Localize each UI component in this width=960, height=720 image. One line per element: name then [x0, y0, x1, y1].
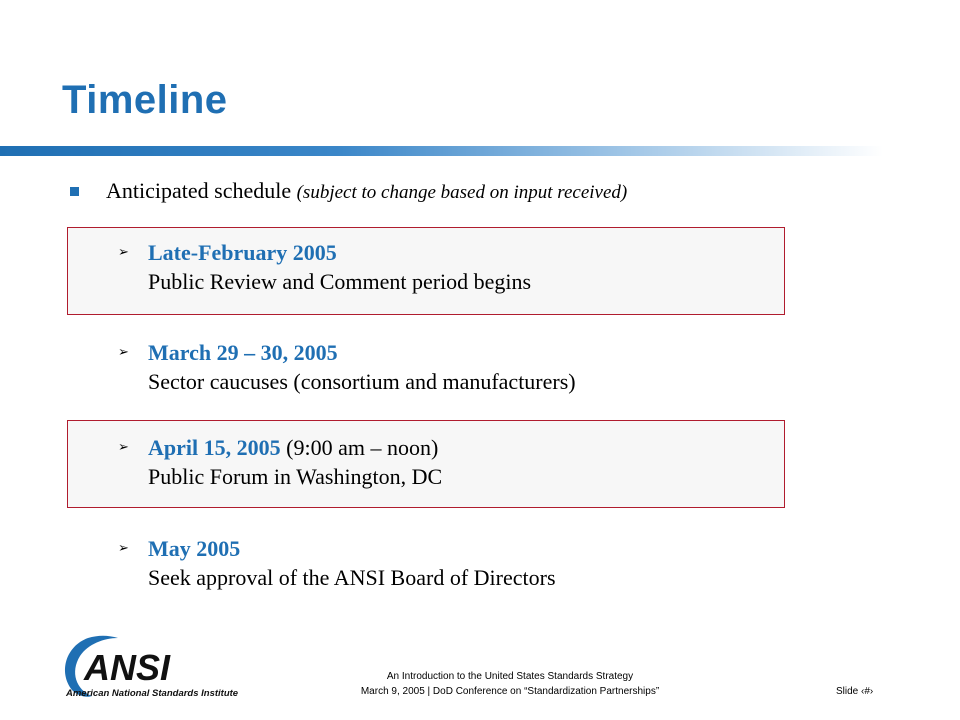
title-gradient-bar — [0, 146, 960, 156]
timeline-item: ➢ March 29 – 30, 2005 Sector caucuses (c… — [118, 338, 576, 396]
timeline-date: Late-February 2005 — [148, 240, 337, 265]
slide-number: Slide ‹#› — [836, 686, 874, 697]
timeline-date: May 2005 — [148, 536, 241, 561]
footer-line-1: An Introduction to the United States Sta… — [386, 671, 634, 682]
logo-wordmark: ANSI — [83, 647, 171, 688]
timeline-date: April 15, 2005 — [148, 435, 281, 460]
arrowhead-bullet-icon: ➢ — [118, 245, 129, 260]
footer-line-2: March 9, 2005 | DoD Conference on “Stand… — [360, 686, 660, 697]
arrowhead-bullet-icon: ➢ — [118, 440, 129, 455]
timeline-description: Seek approval of the ANSI Board of Direc… — [148, 565, 556, 590]
arrowhead-bullet-icon: ➢ — [118, 345, 129, 360]
highlight-box-1 — [67, 227, 785, 315]
arrowhead-bullet-icon: ➢ — [118, 541, 129, 556]
timeline-description: Public Review and Comment period begins — [148, 269, 532, 294]
timeline-item: ➢ Late-February 2005 Public Review and C… — [118, 238, 531, 296]
highlight-box-3 — [67, 420, 785, 508]
slide-title: Timeline — [62, 78, 228, 122]
timeline-item: ➢ May 2005 Seek approval of the ANSI Boa… — [118, 534, 556, 592]
logo-subtitle: American National Standards Institute — [65, 688, 239, 699]
main-bullet: Anticipated schedule (subject to change … — [70, 178, 628, 204]
main-bullet-note: (subject to change based on input receiv… — [296, 182, 628, 203]
timeline-date: March 29 – 30, 2005 — [148, 340, 338, 365]
timeline-description: Public Forum in Washington, DC — [148, 464, 443, 489]
logo-swoosh-icon — [65, 635, 118, 697]
ansi-logo: ANSI American National Standards Institu… — [65, 635, 239, 699]
timeline-item: ➢ April 15, 2005 (9:00 am – noon) Public… — [118, 433, 442, 491]
timeline-date-extra: (9:00 am – noon) — [280, 435, 439, 460]
main-bullet-text: Anticipated schedule — [106, 178, 297, 203]
square-bullet-icon — [70, 187, 79, 196]
timeline-description: Sector caucuses (consortium and manufact… — [148, 369, 576, 394]
